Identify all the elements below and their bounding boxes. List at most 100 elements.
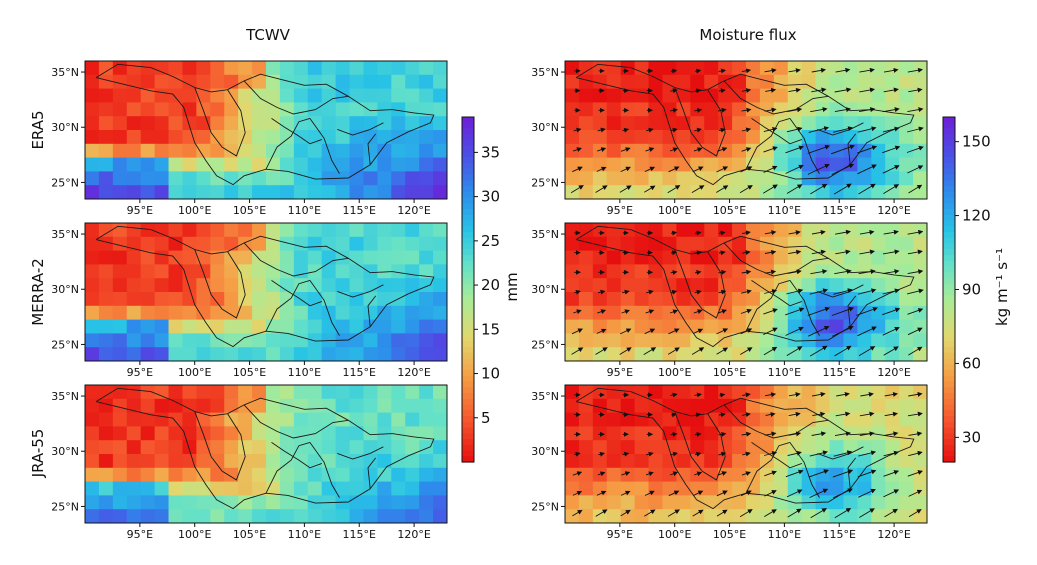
heatmap-cell bbox=[293, 398, 309, 414]
heatmap-cell bbox=[419, 333, 434, 348]
heatmap-cell bbox=[112, 185, 128, 199]
colorbar-segment bbox=[462, 295, 474, 302]
panel-jra55-tcwv: 95°E 100°E 105°E 110°E 115°E 120°E35°N30°N25°… bbox=[51, 384, 448, 541]
flux-arrow bbox=[572, 509, 583, 517]
heatmap-cell bbox=[843, 412, 858, 427]
heatmap-cell bbox=[662, 143, 677, 159]
heatmap-cell bbox=[335, 292, 351, 307]
heatmap-cell bbox=[349, 250, 365, 265]
heatmap-cell bbox=[759, 398, 775, 414]
heatmap-cell bbox=[196, 171, 211, 186]
heatmap-cell bbox=[801, 454, 817, 469]
heatmap-cell bbox=[363, 440, 378, 455]
heatmap-cell bbox=[690, 61, 705, 76]
heatmap-cell bbox=[648, 278, 664, 293]
heatmap-cell bbox=[377, 385, 392, 400]
heatmap-cell bbox=[885, 130, 900, 145]
heatmap-cell bbox=[363, 454, 378, 469]
flux-arrow bbox=[596, 328, 607, 334]
heatmap-cell bbox=[168, 509, 184, 523]
heatmap-cell bbox=[899, 481, 914, 496]
heatmap-cell bbox=[196, 347, 211, 361]
heatmap-cell bbox=[168, 116, 184, 131]
heatmap-cell bbox=[168, 264, 184, 279]
heatmap-cell bbox=[829, 278, 845, 293]
heatmap-cell bbox=[857, 157, 872, 172]
heatmap-cell bbox=[335, 319, 351, 334]
heatmap-cell bbox=[405, 398, 420, 414]
heatmap-cell bbox=[419, 185, 434, 199]
flux-arrow bbox=[834, 269, 852, 275]
heatmap-cell bbox=[871, 88, 886, 103]
colorbar-segment bbox=[462, 439, 474, 446]
heatmap-cell bbox=[913, 223, 927, 238]
heatmap-cell bbox=[676, 347, 691, 361]
flux-arrow bbox=[807, 163, 830, 175]
colorbar-segment bbox=[943, 278, 955, 285]
heatmap-cell bbox=[634, 264, 650, 279]
colorbar-segment bbox=[943, 243, 955, 250]
flux-arrow bbox=[808, 326, 830, 337]
heatmap-cell bbox=[648, 440, 664, 455]
heatmap-cell bbox=[307, 467, 323, 483]
heatmap-cell bbox=[335, 157, 351, 172]
heatmap-cell bbox=[773, 157, 789, 172]
heatmap-cell bbox=[168, 61, 184, 76]
flux-arrow bbox=[859, 411, 875, 417]
heatmap-cell bbox=[182, 74, 197, 90]
flux-arrow bbox=[572, 471, 583, 476]
heatmap-cell bbox=[565, 454, 580, 469]
heatmap-cell bbox=[266, 454, 281, 469]
heatmap-cell bbox=[690, 278, 705, 293]
heatmap-cell bbox=[126, 319, 142, 334]
colorbar-segment bbox=[462, 226, 474, 233]
basin-boundary bbox=[367, 133, 377, 165]
heatmap-cell bbox=[182, 347, 197, 361]
heatmap-cell bbox=[126, 292, 142, 307]
heatmap-cell bbox=[620, 319, 636, 334]
flux-arrow bbox=[857, 145, 878, 154]
heatmap-cell bbox=[405, 88, 420, 103]
colorbar-segment bbox=[462, 410, 474, 417]
heatmap-cell bbox=[126, 143, 142, 159]
heatmap-cell bbox=[85, 143, 100, 159]
heatmap-cell bbox=[266, 130, 281, 145]
flux-arrow bbox=[718, 88, 726, 94]
heatmap-cell bbox=[126, 278, 142, 293]
heatmap-cell bbox=[871, 398, 886, 414]
flux-arrow bbox=[907, 269, 924, 275]
heatmap-cell bbox=[815, 130, 831, 145]
heatmap-cell bbox=[606, 88, 622, 103]
heatmap-cell bbox=[746, 412, 761, 427]
flux-arrow bbox=[742, 412, 751, 418]
heatmap-cell bbox=[606, 264, 622, 279]
colorbar-segment bbox=[943, 128, 955, 135]
heatmap-cell bbox=[363, 333, 378, 348]
heatmap-cell bbox=[377, 278, 392, 293]
heatmap-cell bbox=[293, 157, 309, 172]
colorbar-segment bbox=[462, 324, 474, 331]
heatmap-cell bbox=[98, 509, 114, 523]
heatmap-cell bbox=[182, 171, 197, 186]
heatmap-cell bbox=[293, 223, 309, 238]
colorbar-segment bbox=[943, 168, 955, 176]
heatmap-cell bbox=[266, 250, 281, 265]
flux-arrow bbox=[857, 288, 877, 295]
flux-arrow bbox=[621, 289, 630, 295]
heatmap-cell bbox=[112, 385, 128, 400]
heatmap-cell bbox=[140, 495, 156, 510]
heatmap-cell bbox=[746, 333, 761, 348]
flux-arrow bbox=[786, 126, 803, 133]
flux-arrow bbox=[906, 126, 924, 133]
heatmap-cell bbox=[363, 278, 378, 293]
heatmap-cell bbox=[648, 495, 664, 510]
heatmap-cell bbox=[801, 74, 817, 90]
heatmap-cell bbox=[578, 157, 594, 172]
flux-arrow bbox=[835, 411, 851, 417]
basin-boundary bbox=[243, 404, 349, 439]
heatmap-cell bbox=[634, 157, 650, 172]
heatmap-cell bbox=[829, 454, 845, 469]
heatmap-cell bbox=[634, 467, 650, 483]
heatmap-cell bbox=[913, 509, 927, 523]
heatmap-cell bbox=[606, 426, 622, 441]
